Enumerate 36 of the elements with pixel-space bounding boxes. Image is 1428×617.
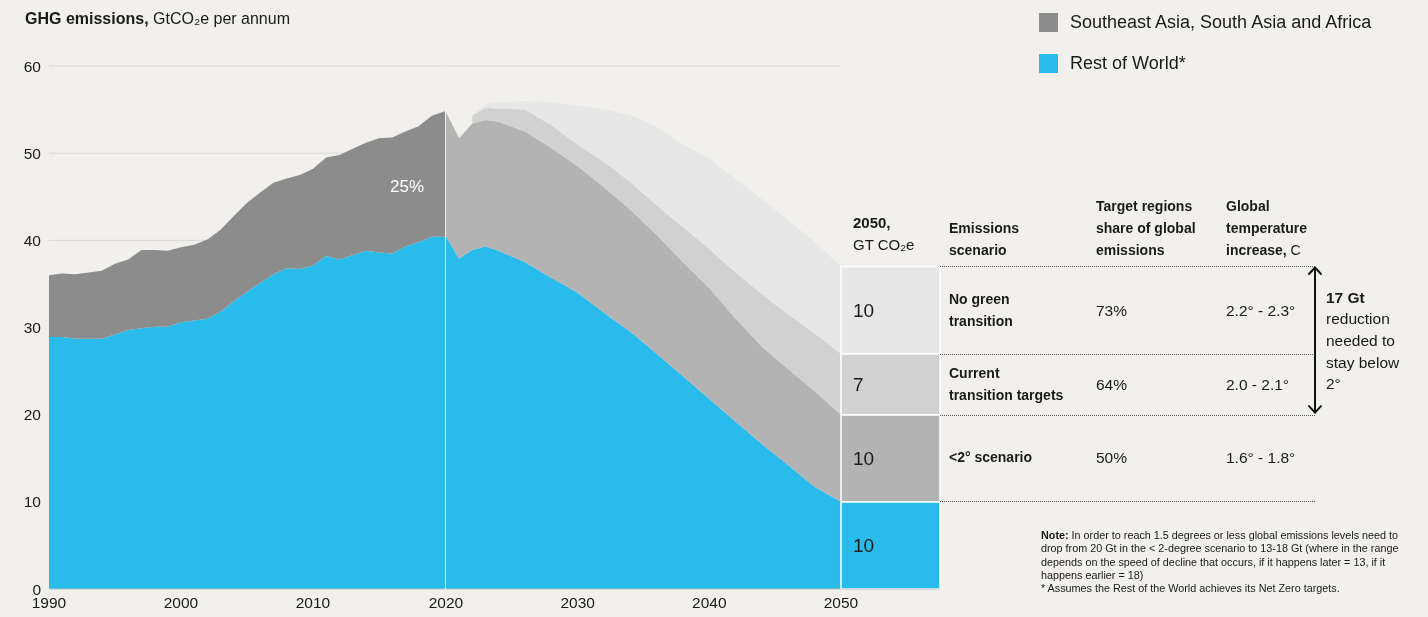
text: 50% — [1096, 449, 1128, 467]
legend-label: Southeast Asia, South Asia and Africa — [1070, 11, 1372, 33]
category-label: Global temperature increase, C — [1226, 198, 1307, 258]
y-tick-label: 10 — [23, 493, 42, 511]
text: Note: In order to reach 1.5 degrees or less global emissions levels need to drop from 20 Gt in the < 2-degree scenario to 13-18 Gt (where in the range depends on the speed of decline that occurs, if it happens later = 13, if it happens earlier = 18) — [1041, 529, 1399, 581]
category-label: Emissions scenario — [949, 220, 1020, 258]
x-tick-label: 2010 — [295, 594, 331, 612]
x-tick-label: 2030 — [560, 594, 596, 612]
y-tick-label: 40 — [23, 231, 42, 249]
y-tick-label: 30 — [23, 319, 42, 336]
text: Current transition targets — [949, 365, 1064, 403]
text: 2.2° - 2.3° — [1226, 301, 1296, 319]
text: 64% — [1096, 375, 1128, 393]
text: 17 Gt reduction needed to stay below 2° — [1326, 288, 1400, 393]
category-label: Target regions share of global emissions — [1096, 198, 1196, 258]
text: 2.0 - 2.1° — [1226, 375, 1290, 393]
text: * Assumes the Rest of the World achieves its Net Zero targets. — [1041, 582, 1340, 595]
text: 73% — [1096, 301, 1128, 319]
y-tick-label: 20 — [23, 406, 42, 424]
x-tick-label: 2000 — [163, 594, 199, 612]
text: 1.6° - 1.8° — [1226, 449, 1296, 467]
data-label: 10 — [853, 535, 875, 557]
data-label: 10 — [853, 299, 875, 321]
data-label: 7 — [853, 373, 864, 395]
chart-title: GHG emissions, GtCO₂e per annum — [25, 10, 290, 27]
x-tick-label: 2020 — [428, 594, 464, 612]
legend-label: Rest of World* — [1070, 52, 1186, 74]
y-tick-label: 50 — [23, 144, 42, 162]
text: No green transition — [949, 291, 1013, 329]
x-tick-label: 2050 — [823, 594, 859, 612]
y-tick-label: 60 — [23, 57, 42, 75]
text: 2050, GT CO₂e — [853, 214, 915, 253]
x-tick-label: 2040 — [692, 594, 727, 612]
annotation: 25% — [389, 177, 425, 197]
data-label: 10 — [853, 447, 875, 469]
text: <2° scenario — [949, 449, 1033, 466]
